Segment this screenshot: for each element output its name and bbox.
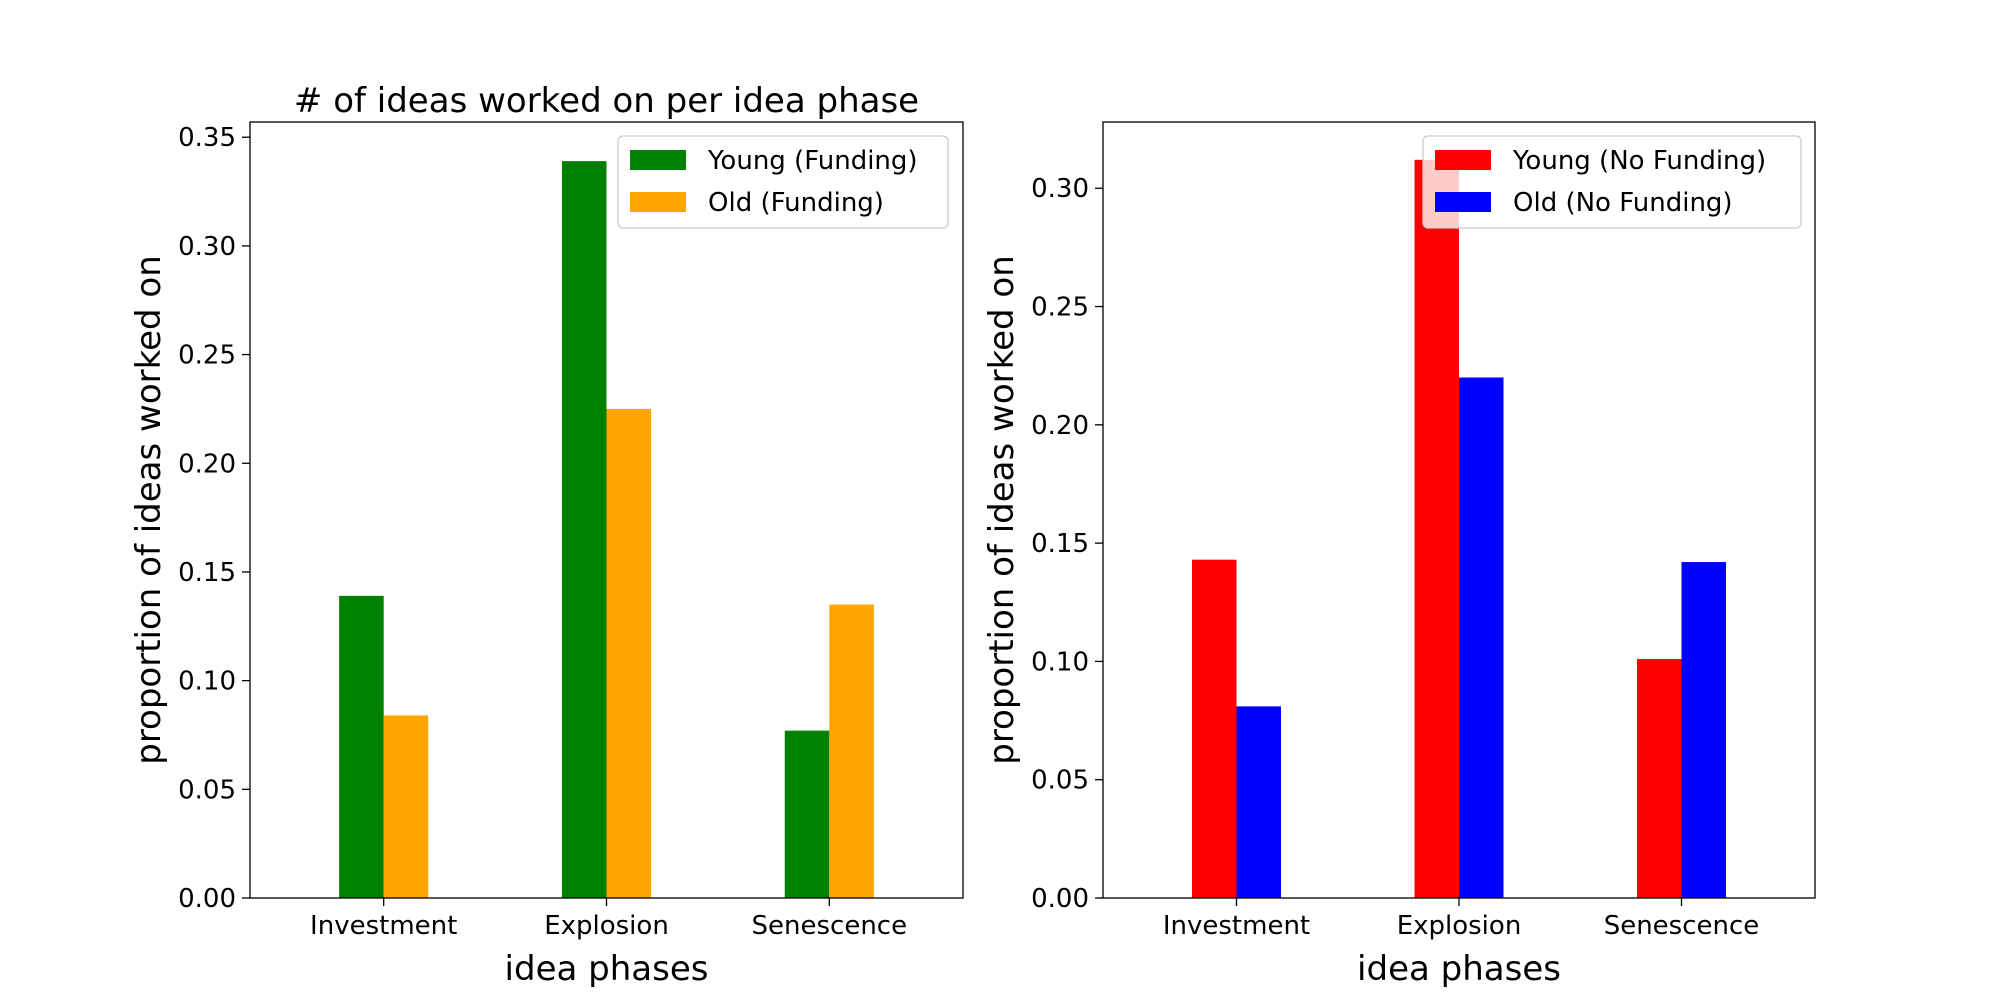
legend-box <box>617 135 949 229</box>
x-tick-label: Senescence <box>752 911 908 941</box>
x-tick-label: Senescence <box>1604 911 1760 941</box>
legend-swatch <box>630 192 686 212</box>
y-tick-label: 0.20 <box>1031 411 1089 441</box>
bar-young-no-funding-investment <box>1192 559 1237 898</box>
chart-title: # of ideas worked on per idea phase <box>294 81 919 121</box>
bar-young-funding-senescence <box>784 730 830 898</box>
legend-label: Old (No Funding) <box>1513 188 1733 218</box>
y-tick-label: 0.10 <box>178 667 236 697</box>
y-tick-label: 0.35 <box>178 123 236 153</box>
legend-label: Young (Funding) <box>707 146 918 176</box>
bar-young-funding-investment <box>339 595 384 898</box>
bar-young-no-funding-explosion <box>1414 159 1459 899</box>
bar-old-no-funding-investment <box>1236 706 1281 898</box>
y-tick-label: 0.00 <box>1031 884 1089 914</box>
x-tick-label: Investment <box>310 911 457 941</box>
y-tick-label: 0.10 <box>1031 647 1089 677</box>
y-tick-label: 0.00 <box>178 884 236 914</box>
legend-label: Young (No Funding) <box>1512 146 1766 176</box>
x-axis-label: idea phases <box>505 949 709 989</box>
legend-swatch <box>630 150 686 170</box>
y-tick-label: 0.15 <box>1031 529 1089 559</box>
x-axis-label: idea phases <box>1357 949 1561 989</box>
y-tick-label: 0.20 <box>178 449 236 479</box>
y-axis-label: proportion of ideas worked on <box>129 255 169 765</box>
legend: Young (No Funding) Old (No Funding) <box>1422 135 1802 229</box>
y-tick-label: 0.05 <box>1031 766 1089 796</box>
bar-old-no-funding-explosion <box>1459 377 1504 898</box>
legend-swatch <box>1435 150 1491 170</box>
y-tick-label: 0.25 <box>1031 293 1089 323</box>
chart-panel-1: 0.00 0.05 0.10 0.15 0.20 0.25 0.30 0.35 Investme… <box>129 81 964 989</box>
legend: Young (Funding) Old (Funding) <box>617 135 949 229</box>
y-tick-label: 0.15 <box>178 558 236 588</box>
y-tick-label: 0.30 <box>1031 174 1089 204</box>
legend-box <box>1422 135 1802 229</box>
bar-old-funding-senescence <box>829 604 874 898</box>
x-tick-label: Explosion <box>1397 911 1522 941</box>
bar-old-funding-investment <box>383 715 429 898</box>
y-axis-label: proportion of ideas worked on <box>982 255 1022 765</box>
x-tick-label: Explosion <box>544 911 669 941</box>
x-tick-label: Investment <box>1163 911 1310 941</box>
y-tick-label: 0.25 <box>178 341 236 371</box>
legend-label: Old (Funding) <box>708 188 884 218</box>
y-tick-label: 0.30 <box>178 232 236 262</box>
legend-swatch <box>1435 192 1491 212</box>
y-tick-label: 0.05 <box>178 775 236 805</box>
bar-young-no-funding-senescence <box>1637 659 1682 898</box>
chart-panel-2: 0.00 0.05 0.10 0.15 0.20 0.25 0.30 Investment Ex… <box>982 121 1816 989</box>
bar-young-funding-explosion <box>561 161 607 898</box>
bar-old-funding-explosion <box>606 408 652 898</box>
bar-old-no-funding-senescence <box>1681 562 1726 898</box>
